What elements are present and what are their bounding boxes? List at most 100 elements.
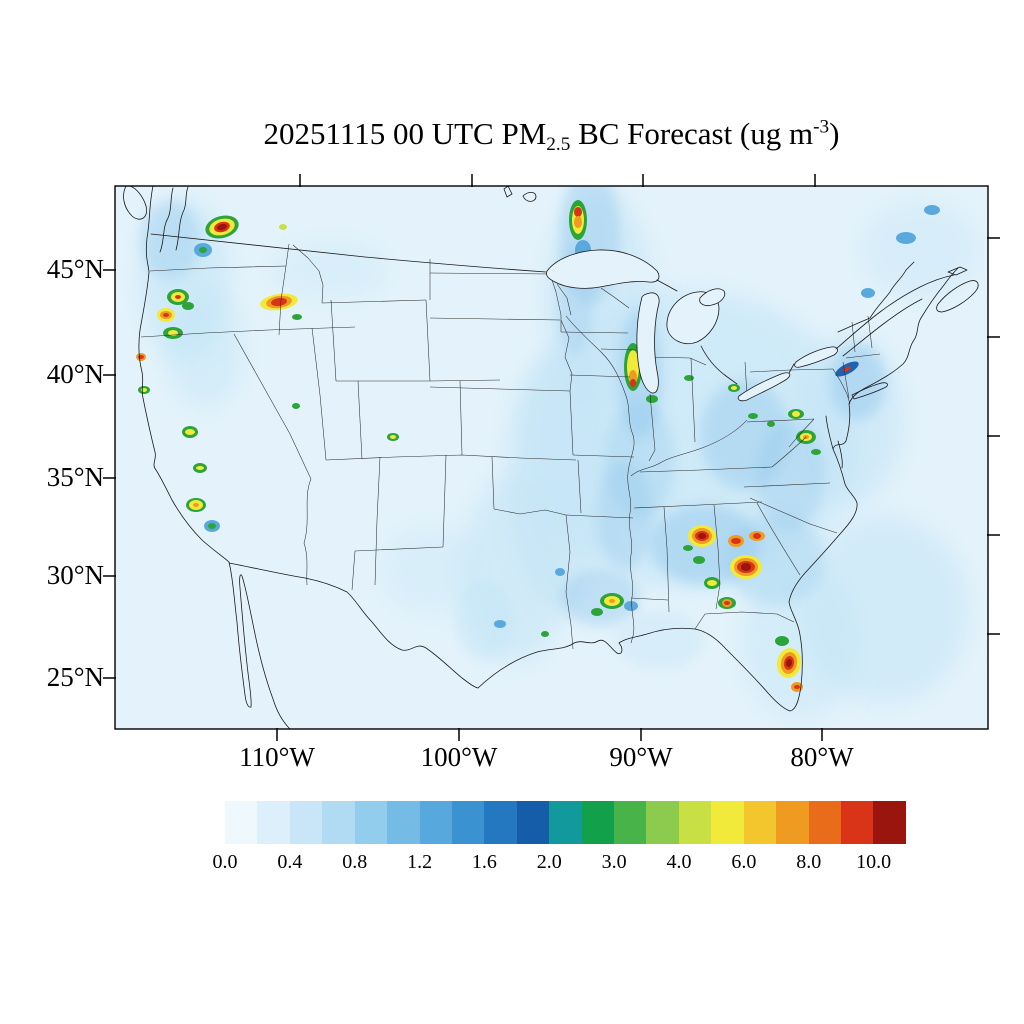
border-45n-mt-wy [321, 299, 427, 304]
colorbar-segment [419, 801, 452, 844]
pm-contour [141, 388, 147, 392]
pm-contour [630, 379, 636, 387]
pm-hotspot-sierra-north [182, 426, 198, 438]
chesapeake-bay [825, 415, 834, 450]
border-mn-wi [556, 283, 572, 316]
pm-contour [279, 224, 287, 230]
pm-contour [775, 636, 789, 646]
pm-contour [698, 533, 706, 539]
pm-hotspot-colorado-spot [387, 433, 399, 441]
pm-hotspot-oregon-fire-1 [167, 289, 189, 305]
pm-contour [684, 375, 694, 381]
border-40n [429, 386, 571, 392]
pm-hotspot-southern-california [204, 520, 220, 532]
georgian-bay [699, 288, 726, 306]
pm-hotspot-pittsburgh [788, 409, 804, 419]
lake-ontario [794, 346, 838, 368]
border-fl-north [694, 611, 795, 630]
pm-contour [794, 685, 800, 689]
border-ok-west [491, 456, 495, 510]
pm-hotspot-detroit [728, 384, 740, 392]
pm-contour [541, 631, 549, 637]
border-wa-or [149, 265, 287, 272]
pm-contour [390, 435, 396, 439]
colorbar-segment [776, 801, 809, 844]
pm-field [755, 420, 825, 530]
nova-scotia [936, 280, 979, 313]
pm-contour [168, 330, 178, 336]
pm-contour [724, 601, 730, 605]
border-wi-il [600, 348, 637, 351]
pm-field [270, 240, 390, 300]
pm-hotspot-alabama-3 [683, 545, 693, 551]
border-detroit-river [700, 345, 738, 385]
border-mi-south [646, 356, 707, 366]
border-ut-nv [311, 327, 327, 461]
pm-hotspot-oregon-fire-4 [182, 302, 194, 310]
pm-hotspot-georgia-5 [704, 577, 720, 589]
pm-contour [748, 413, 758, 419]
colorbar-tick-label: 1.6 [471, 851, 497, 873]
border-az-nm [374, 456, 381, 586]
pm-contour [271, 297, 287, 307]
border-idaho-west [278, 243, 290, 336]
border-pa-ny [749, 368, 834, 373]
pm-contour [292, 403, 300, 409]
colorbar-segment [451, 801, 485, 844]
border-32n [351, 546, 444, 591]
pm-contour [175, 295, 181, 299]
pm-contour [574, 216, 582, 228]
border-co-east [459, 380, 463, 456]
st-lawrence-north [835, 274, 955, 350]
pm-field [165, 290, 245, 410]
pm-hotspot-idaho-montana [260, 293, 298, 311]
title-superscript: -3 [813, 116, 830, 138]
colorbar-tick-label: 0.8 [342, 851, 368, 873]
pm-hotspot-minnesota-plume [569, 200, 587, 240]
colorbar-segment [516, 801, 550, 844]
pm-hotspot-new-york-city [835, 361, 859, 377]
pm-hotspot-dallas [555, 568, 565, 576]
border-mason-dixon [746, 418, 815, 423]
colorbar-segment [808, 801, 842, 844]
pm-contour [896, 232, 916, 244]
colorbar-segment [743, 801, 777, 844]
great-lakes [503, 186, 838, 402]
colorbar-segment [225, 801, 258, 844]
pm-field [380, 525, 480, 615]
state-borders [140, 243, 881, 650]
pm-hotspot-chicago [646, 395, 658, 403]
pm-contour [785, 659, 793, 667]
plot-title: 20251115 00 UTC PM2.5 BC Forecast (ug m-… [115, 116, 988, 156]
lake-michigan [636, 292, 660, 394]
pm-hotspot-ohio-spot-2 [767, 421, 775, 427]
border-mn-west [548, 270, 562, 332]
pm-hotspot-houston [541, 631, 549, 637]
pm-hotspot-central-florida [775, 636, 789, 646]
pm-contour [731, 386, 737, 390]
colorbar-segment [614, 801, 647, 844]
pm-contour [843, 366, 851, 372]
colorbar-segment [711, 801, 744, 844]
pm-hotspot-idaho-small [292, 314, 302, 320]
pm-field [830, 344, 886, 420]
pm-contour [811, 449, 821, 455]
border-42n [140, 326, 356, 338]
border-ia-mo [569, 374, 631, 378]
pm-concentration-fields [140, 186, 980, 720]
pm-hotspot-south-georgia [718, 597, 736, 609]
pm-hotspot-louisiana-2 [591, 608, 603, 616]
pm-hotspot-nevada-spot [292, 403, 300, 409]
border-ks-mo [569, 390, 574, 456]
pm-contour [185, 429, 195, 435]
pm-field [455, 580, 515, 660]
pm-hotspot-central-valley [186, 498, 206, 512]
border-al-ms [663, 506, 670, 613]
border-ky-tn [639, 466, 773, 473]
delmarva [837, 440, 843, 469]
pm-hotspot-michigan-spot [684, 375, 694, 381]
pm-contour [182, 302, 194, 310]
border-in-oh [690, 357, 696, 443]
axis-ticks [103, 174, 1000, 741]
